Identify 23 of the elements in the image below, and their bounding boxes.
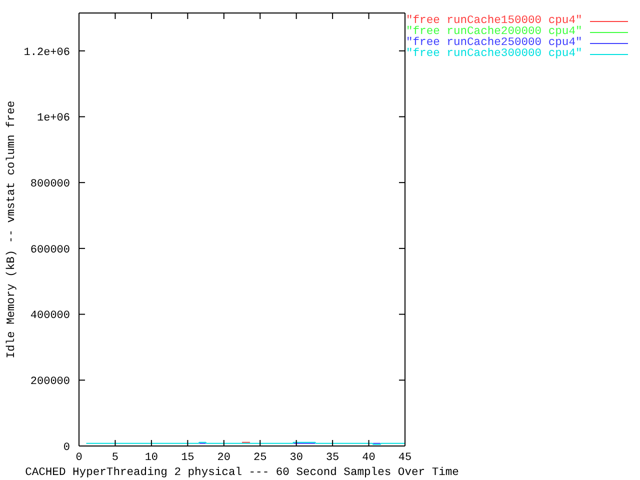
x-tick-label: 15	[181, 452, 194, 464]
y-tick-label: 800000	[30, 178, 70, 190]
x-tick-label: 25	[254, 452, 267, 464]
x-axis-title: CACHED HyperThreading 2 physical --- 60 Second Samples Over Time	[25, 466, 460, 479]
legend-label: "free runCache250000 cpu4"	[406, 37, 582, 49]
x-tick-label: 10	[144, 452, 158, 464]
y-tick-label: 1e+06	[36, 112, 70, 125]
x-tick-label: 45	[398, 452, 412, 464]
x-tick-label: 30	[290, 452, 303, 464]
y-tick-label: 600000	[30, 244, 70, 256]
legend-label: "free runCache150000 cpu4"	[406, 15, 582, 27]
legend-label: "free runCache200000 cpu4"	[406, 26, 582, 38]
x-tick-label: 35	[326, 452, 340, 464]
x-tick-label: 0	[76, 452, 82, 464]
x-tick-label: 20	[217, 452, 230, 464]
y-axis-title: Idle Memory (kB) -- vmstat column free	[5, 100, 18, 358]
y-tick-label: 400000	[30, 310, 70, 322]
legend-label: "free runCache300000 cpu4"	[406, 48, 582, 60]
y-tick-label: 1.2e+06	[24, 46, 70, 59]
y-tick-label: 200000	[30, 376, 70, 388]
x-tick-label: 5	[112, 452, 119, 464]
y-tick-label: 0	[63, 442, 70, 454]
x-tick-label: 40	[362, 452, 376, 464]
